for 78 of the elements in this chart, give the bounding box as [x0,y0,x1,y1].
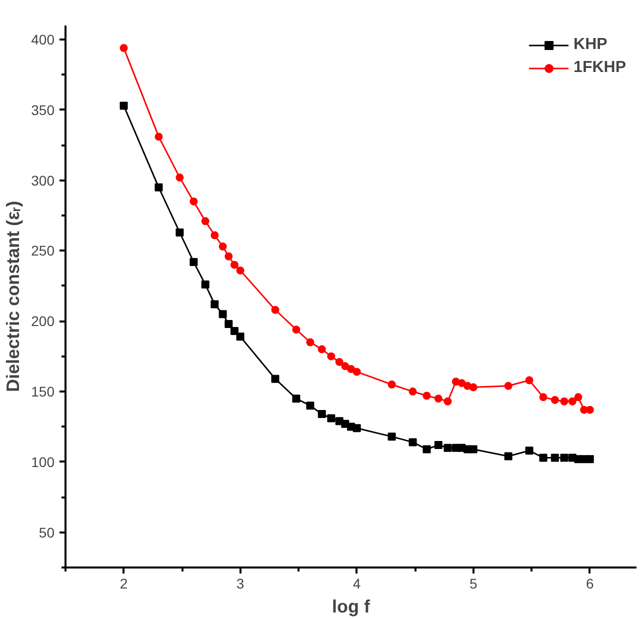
point [230,326,238,335]
point [154,183,163,192]
x-tick-label: 6 [586,576,594,592]
point [341,362,350,370]
point [306,402,314,410]
point [306,338,314,346]
point [560,454,568,462]
point [388,432,396,441]
point [224,252,233,260]
x-axis-title: log f [332,596,371,616]
point [201,217,210,226]
point [568,397,576,406]
point [539,454,548,462]
y-axis-title: Dielectric constant (εᵣ) [3,200,24,392]
y-tick-label: 350 [31,102,55,118]
point [292,394,300,403]
point [525,376,534,384]
point [201,280,210,289]
point [434,394,442,403]
point [550,454,559,462]
point [327,352,336,360]
point [120,102,128,110]
x-tick-label: 4 [352,576,361,592]
point [176,228,184,236]
point [408,388,417,396]
point [120,44,128,52]
point [271,374,280,383]
point [550,396,559,404]
point [408,438,417,446]
point [525,446,534,455]
y-tick-label: 100 [31,454,55,470]
point [230,260,238,269]
point [422,445,431,454]
point [236,332,244,341]
point [504,452,512,460]
point [469,383,478,392]
legend-label: 1FKHP [574,59,626,77]
point [352,424,361,432]
point [469,445,478,454]
point [388,380,396,388]
y-tick-label: 400 [31,32,55,48]
point [190,197,198,206]
point [210,231,219,240]
point [444,444,452,452]
point [224,320,233,328]
point [352,368,361,376]
point [271,306,280,314]
x-tick-label: 5 [469,576,478,592]
point [504,382,512,390]
point [444,397,452,406]
point [586,455,594,464]
point [218,310,227,318]
point [422,392,431,400]
point [347,365,355,373]
point [292,326,300,334]
point [560,397,568,406]
point [539,393,548,402]
point [335,358,344,366]
point [327,414,336,422]
y-tick-label: 250 [31,242,55,259]
y-tick-label: 150 [31,384,55,400]
x-tick-label: 2 [120,576,128,592]
point [574,393,582,402]
point [218,242,227,251]
point [458,379,466,388]
y-tick-label: 50 [38,524,55,540]
legend-label: KHP [574,36,608,54]
y-tick-label: 300 [31,172,55,188]
y-tick-label: 200 [31,313,55,330]
x-tick-label: 3 [236,576,244,592]
point [236,266,244,274]
point [190,258,198,266]
point [434,441,442,450]
point [176,174,184,182]
point [154,132,163,141]
point [318,410,326,418]
point [318,345,326,354]
point [210,300,219,308]
